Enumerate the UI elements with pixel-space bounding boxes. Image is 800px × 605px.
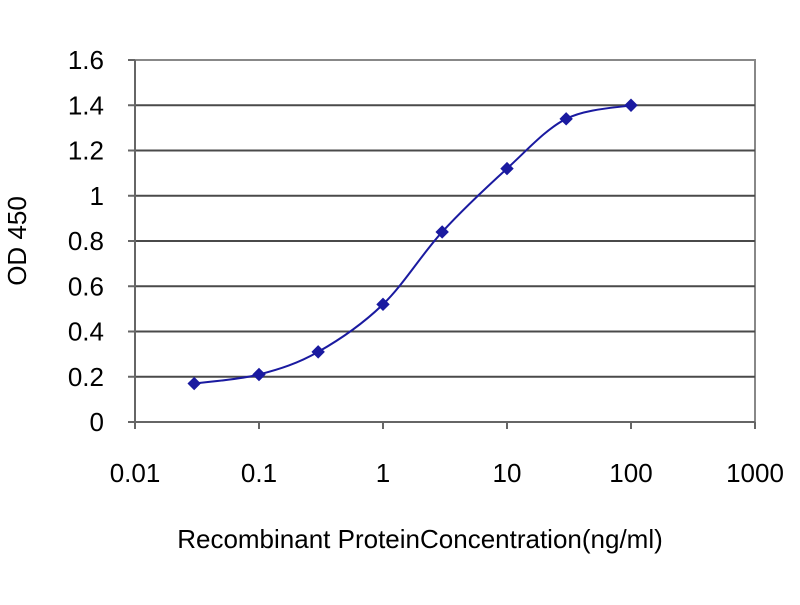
x-tick-label: 0.1 bbox=[241, 458, 277, 488]
y-tick-label: 0 bbox=[90, 407, 104, 437]
x-axis-title: Recombinant ProteinConcentration(ng/ml) bbox=[177, 524, 663, 554]
axes bbox=[128, 59, 756, 429]
y-tick-label: 0.2 bbox=[68, 362, 104, 392]
data-point bbox=[187, 376, 201, 391]
x-tick-label: 1 bbox=[376, 458, 390, 488]
gridlines bbox=[135, 104, 755, 378]
data-point bbox=[376, 297, 390, 312]
y-tick-label: 1.2 bbox=[68, 136, 104, 166]
series bbox=[187, 98, 638, 391]
x-tick-label: 10 bbox=[493, 458, 522, 488]
x-tick-label: 1000 bbox=[726, 458, 784, 488]
data-point bbox=[311, 345, 325, 359]
data-point bbox=[624, 98, 638, 112]
series-line bbox=[194, 104, 632, 385]
data-point bbox=[435, 225, 449, 239]
y-tick-label: 1.6 bbox=[68, 45, 104, 75]
x-tick-labels: 0.01 0.1 1 10 100 1000 bbox=[110, 458, 784, 488]
y-tick-label: 0.6 bbox=[68, 271, 104, 301]
x-tick-label: 0.01 bbox=[110, 458, 161, 488]
x-tick-label: 100 bbox=[609, 458, 652, 488]
y-tick-label: 0.8 bbox=[68, 226, 104, 256]
y-tick-label: 0.4 bbox=[68, 317, 104, 347]
y-tick-labels: 0 0.2 0.4 0.6 0.8 1 1.2 1.4 1.6 bbox=[68, 45, 104, 437]
y-axis-title: OD 450 bbox=[2, 196, 32, 286]
y-tick-label: 1 bbox=[90, 181, 104, 211]
data-point bbox=[500, 161, 514, 176]
data-point bbox=[559, 112, 573, 126]
data-point bbox=[252, 367, 266, 382]
y-tick-label: 1.4 bbox=[68, 90, 104, 120]
